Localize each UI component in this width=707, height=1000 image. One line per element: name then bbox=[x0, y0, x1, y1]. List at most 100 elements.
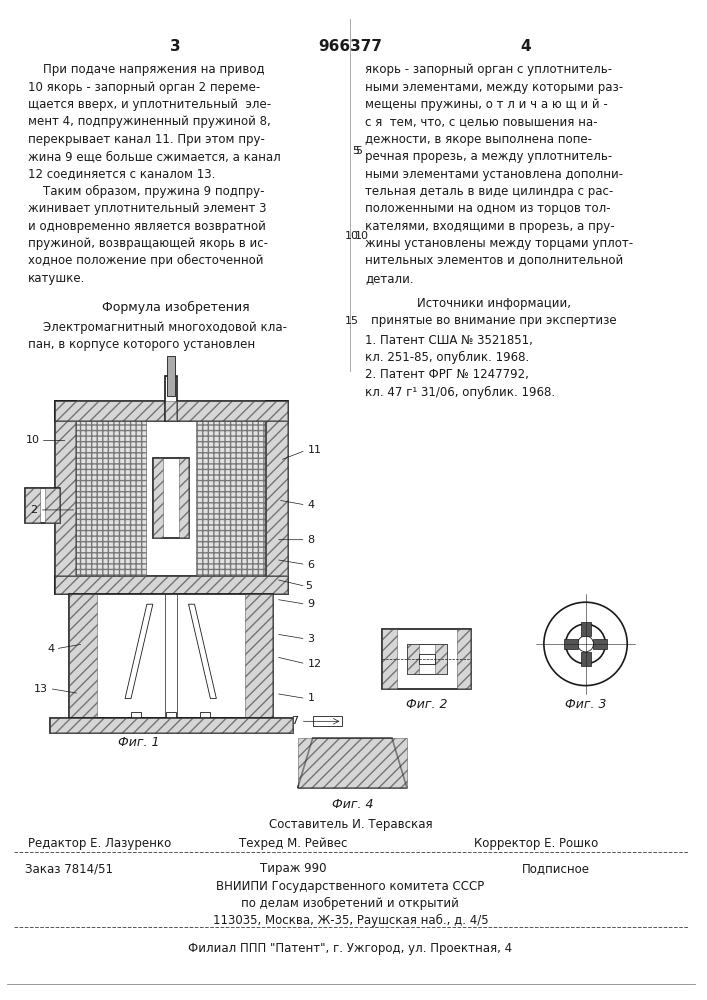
Bar bbox=[165, 594, 177, 718]
Bar bbox=[131, 712, 141, 720]
Text: Таким образом, пружина 9 подпру-: Таким образом, пружина 9 подпру- bbox=[28, 185, 264, 198]
Text: пан, в корпусе которого установлен: пан, в корпусе которого установлен bbox=[28, 338, 255, 351]
Text: тельная деталь в виде цилиндра с рас-: тельная деталь в виде цилиндра с рас- bbox=[366, 185, 614, 198]
Bar bbox=[407, 644, 419, 674]
Bar bbox=[407, 644, 447, 674]
Text: Корректор Е. Рошко: Корректор Е. Рошко bbox=[474, 837, 598, 850]
Text: жинивает уплотнительный элемент 3: жинивает уплотнительный элемент 3 bbox=[28, 202, 267, 215]
Text: пружиной, возвращающей якорь в ис-: пружиной, возвращающей якорь в ис- bbox=[28, 237, 268, 250]
Bar bbox=[49, 718, 293, 733]
Bar bbox=[266, 421, 288, 576]
Text: 12: 12 bbox=[308, 659, 322, 669]
Text: 12 соединяется с каналом 13.: 12 соединяется с каналом 13. bbox=[28, 168, 215, 181]
Text: 1: 1 bbox=[308, 693, 315, 703]
Polygon shape bbox=[298, 738, 407, 788]
Bar bbox=[54, 576, 288, 594]
Text: Заказ 7814/51: Заказ 7814/51 bbox=[25, 862, 113, 875]
Text: кл. 251-85, опублик. 1968.: кл. 251-85, опублик. 1968. bbox=[366, 351, 530, 364]
Text: Тираж 990: Тираж 990 bbox=[259, 862, 326, 875]
Bar bbox=[54, 401, 288, 421]
Text: 7: 7 bbox=[291, 716, 298, 726]
Text: катушке.: катушке. bbox=[28, 272, 85, 285]
Text: перекрывает канал 11. При этом пру-: перекрывает канал 11. При этом пру- bbox=[28, 133, 264, 146]
Bar bbox=[382, 629, 397, 689]
Text: жины установлены между торцами уплот-: жины установлены между торцами уплот- bbox=[366, 237, 633, 250]
Polygon shape bbox=[125, 604, 153, 698]
Text: 966377: 966377 bbox=[318, 39, 382, 54]
Bar bbox=[54, 401, 76, 594]
Text: 3: 3 bbox=[308, 634, 315, 644]
Text: 2. Патент ФРГ № 1247792,: 2. Патент ФРГ № 1247792, bbox=[366, 368, 529, 381]
Bar bbox=[245, 594, 273, 718]
Bar bbox=[25, 488, 40, 523]
Text: 1. Патент США № 3521851,: 1. Патент США № 3521851, bbox=[366, 334, 533, 347]
Polygon shape bbox=[580, 622, 590, 636]
Bar bbox=[196, 421, 265, 576]
Polygon shape bbox=[580, 652, 590, 666]
Text: 2: 2 bbox=[30, 505, 37, 515]
Text: 10: 10 bbox=[345, 231, 359, 241]
Bar bbox=[457, 629, 472, 689]
Text: Формула изобретения: Формула изобретения bbox=[102, 301, 250, 314]
Text: с я  тем, что, с целью повышения на-: с я тем, что, с целью повышения на- bbox=[366, 115, 597, 128]
Text: Электромагнитный многоходовой кла-: Электромагнитный многоходовой кла- bbox=[28, 321, 287, 334]
Text: 13: 13 bbox=[34, 684, 47, 694]
Text: 10: 10 bbox=[356, 231, 369, 241]
Text: 4: 4 bbox=[47, 644, 54, 654]
Text: При подаче напряжения на привод: При подаче напряжения на привод bbox=[28, 63, 264, 76]
Bar bbox=[76, 421, 146, 576]
Text: детали.: детали. bbox=[366, 272, 414, 285]
Bar bbox=[165, 376, 177, 421]
Text: Редактор Е. Лазуренко: Редактор Е. Лазуренко bbox=[28, 837, 171, 850]
Text: принятые во внимание при экспертизе: принятые во внимание при экспертизе bbox=[371, 314, 617, 327]
Text: речная прорезь, а между уплотнитель-: речная прорезь, а между уплотнитель- bbox=[366, 150, 612, 163]
Bar bbox=[153, 458, 163, 538]
Text: Составитель И. Теравская: Составитель И. Теравская bbox=[269, 818, 432, 831]
Text: 4: 4 bbox=[520, 39, 532, 54]
Text: мент 4, подпружиненный пружиной 8,: мент 4, подпружиненный пружиной 8, bbox=[28, 115, 271, 128]
Bar bbox=[69, 594, 273, 718]
Text: Фиг. 2: Фиг. 2 bbox=[406, 698, 448, 711]
Bar bbox=[54, 401, 288, 421]
Bar bbox=[54, 421, 76, 576]
Text: Фиг. 3: Фиг. 3 bbox=[565, 698, 607, 711]
Text: 11: 11 bbox=[308, 445, 322, 455]
Text: ходное положение при обесточенной: ходное положение при обесточенной bbox=[28, 254, 263, 267]
Bar bbox=[266, 401, 288, 594]
Text: Техред М. Рейвес: Техред М. Рейвес bbox=[238, 837, 347, 850]
Text: мещены пружины, о т л и ч а ю щ и й -: мещены пружины, о т л и ч а ю щ и й - bbox=[366, 98, 608, 111]
Text: 10 якорь - запорный орган 2 переме-: 10 якорь - запорный орган 2 переме- bbox=[28, 81, 260, 94]
Bar bbox=[153, 458, 189, 538]
Text: дежности, в якоре выполнена попе-: дежности, в якоре выполнена попе- bbox=[366, 133, 592, 146]
Bar bbox=[419, 654, 435, 664]
Polygon shape bbox=[593, 639, 607, 649]
Text: ВНИИПИ Государственного комитета СССР: ВНИИПИ Государственного комитета СССР bbox=[216, 880, 484, 893]
Bar bbox=[167, 356, 175, 396]
Text: кателями, входящими в прорезь, а пру-: кателями, входящими в прорезь, а пру- bbox=[366, 220, 615, 233]
Text: Фиг. 1: Фиг. 1 bbox=[118, 736, 160, 749]
Polygon shape bbox=[312, 716, 342, 726]
Text: ными элементами установлена дополни-: ными элементами установлена дополни- bbox=[366, 168, 624, 181]
Text: нительных элементов и дополнительной: нительных элементов и дополнительной bbox=[366, 254, 624, 267]
Text: 5: 5 bbox=[352, 146, 359, 156]
Text: положенными на одном из торцов тол-: положенными на одном из торцов тол- bbox=[366, 202, 611, 215]
Text: Источники информации,: Источники информации, bbox=[417, 297, 571, 310]
Text: 5: 5 bbox=[356, 146, 362, 156]
Text: щается вверх, и уплотнительный  эле-: щается вверх, и уплотнительный эле- bbox=[28, 98, 271, 111]
Text: 4: 4 bbox=[308, 500, 315, 510]
Text: и одновременно является возвратной: и одновременно является возвратной bbox=[28, 220, 266, 233]
Bar bbox=[49, 718, 293, 733]
Bar bbox=[45, 488, 59, 523]
Bar bbox=[179, 458, 189, 538]
Text: Филиал ППП "Патент", г. Ужгород, ул. Проектная, 4: Филиал ППП "Патент", г. Ужгород, ул. Про… bbox=[188, 942, 513, 955]
Bar bbox=[382, 629, 472, 689]
Polygon shape bbox=[563, 639, 578, 649]
Text: 8: 8 bbox=[308, 535, 315, 545]
Bar bbox=[435, 644, 447, 674]
Polygon shape bbox=[189, 604, 216, 698]
Text: 113035, Москва, Ж-35, Раушская наб., д. 4/5: 113035, Москва, Ж-35, Раушская наб., д. … bbox=[213, 914, 488, 927]
Bar bbox=[298, 738, 407, 788]
Bar bbox=[165, 401, 177, 421]
Text: ными элементами, между которыми раз-: ными элементами, между которыми раз- bbox=[366, 81, 624, 94]
Text: 5: 5 bbox=[305, 581, 312, 591]
